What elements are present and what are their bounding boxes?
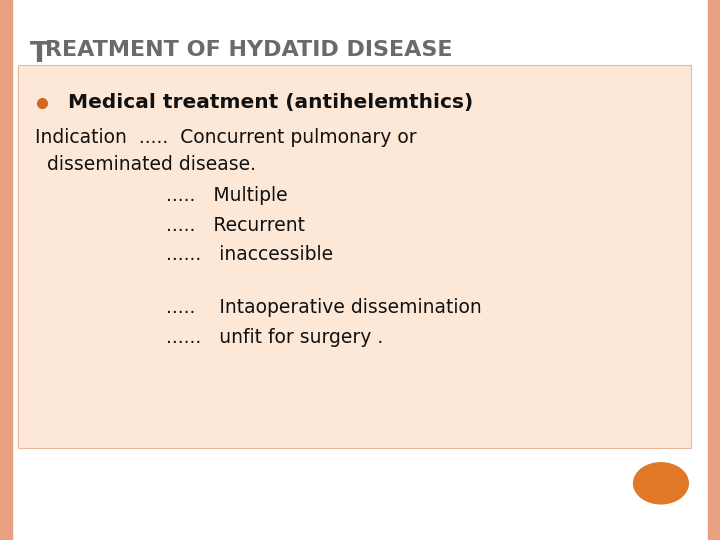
Text: .....   Multiple: ..... Multiple [166,186,287,205]
Text: ......   inaccessible: ...... inaccessible [166,245,333,265]
Text: ......   unfit for surgery .: ...... unfit for surgery . [166,328,383,347]
Text: Indication  .....  Concurrent pulmonary or: Indication ..... Concurrent pulmonary or [35,128,416,147]
Text: disseminated disease.: disseminated disease. [35,155,256,174]
FancyBboxPatch shape [18,65,691,448]
Circle shape [634,463,688,504]
Text: .....   Recurrent: ..... Recurrent [166,215,305,235]
Text: REATMENT OF HYDATID DISEASE: REATMENT OF HYDATID DISEASE [45,40,452,60]
Text: Medical treatment (antihelemthics): Medical treatment (antihelemthics) [68,93,474,112]
Text: T: T [30,40,49,69]
Text: .....    Intaoperative dissemination: ..... Intaoperative dissemination [166,298,482,318]
